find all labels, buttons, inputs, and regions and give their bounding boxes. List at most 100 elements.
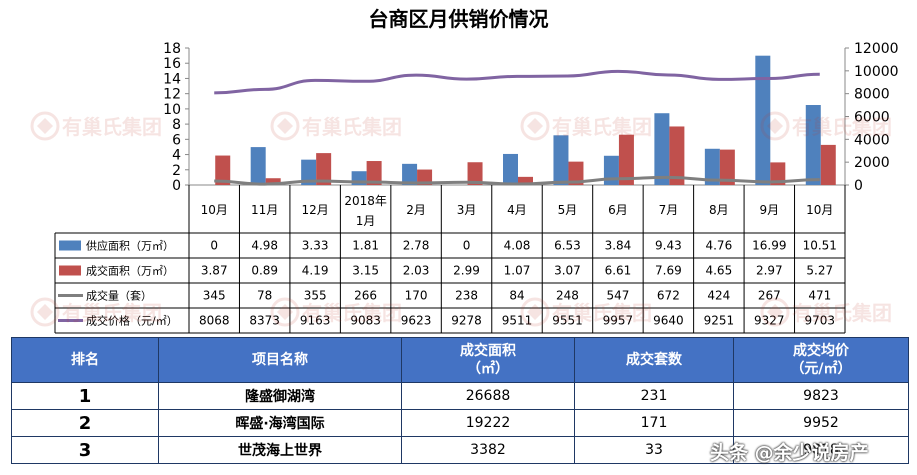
- watermark-logo-text: 有巢氏集团: [792, 115, 892, 139]
- watermark-logo-text: 有巢氏集团: [62, 115, 162, 139]
- y-left-tick-label: 4: [172, 148, 181, 164]
- y-right-tick-label: 6000: [854, 110, 890, 126]
- bar-deal-area: [417, 169, 433, 185]
- y-left-tick-label: 0: [172, 178, 181, 194]
- watermark-credit: 头条 @余少说房产: [710, 442, 869, 464]
- bar-deal-area: [568, 161, 584, 185]
- watermark-logo-text: 有巢氏集团: [302, 115, 402, 139]
- data-label: 9511: [502, 314, 533, 328]
- bar-supply-area: [503, 153, 518, 185]
- project-name-cell: 世茂海上世界: [158, 436, 402, 464]
- x-tick-label: 4月: [507, 203, 527, 217]
- y-right-tick-label: 0: [854, 178, 863, 194]
- watermark-ring: [520, 297, 550, 327]
- y-left-tick-label: 18: [163, 41, 181, 57]
- table-row: 1 隆盛御湖湾 26688 231 9823: [11, 382, 909, 410]
- data-label: 4.98: [251, 239, 278, 253]
- data-label: 2.78: [403, 239, 430, 253]
- x-tick-label: 10月: [806, 203, 833, 217]
- y-left-tick-label: 6: [172, 132, 181, 148]
- watermark-ring: [270, 297, 300, 327]
- watermark-logo: 有巢氏集团: [520, 297, 652, 327]
- watermark-mark: [767, 118, 783, 134]
- x-tick-label: 6月: [608, 203, 628, 217]
- price-cell: 9818: [733, 436, 909, 464]
- data-label: 5.27: [806, 264, 833, 278]
- data-label: 672: [657, 289, 680, 303]
- table-row: 3 世茂海上世界 3382 33 9818: [11, 436, 909, 464]
- y-left-tick-label: 10: [163, 102, 181, 118]
- data-label: 3.84: [605, 239, 632, 253]
- chart-bars: [215, 55, 836, 185]
- watermark-mark: [37, 304, 53, 320]
- data-label: 0.89: [251, 264, 278, 278]
- bar-supply-area: [704, 148, 720, 185]
- y-right-tick-label: 2000: [854, 155, 890, 171]
- data-label: 4.08: [504, 239, 531, 253]
- price-cell: 9952: [733, 409, 909, 437]
- bar-deal-area: [366, 161, 382, 185]
- chart-lines: [214, 69, 820, 186]
- bar-supply-area: [250, 147, 266, 185]
- data-label: 6.53: [554, 239, 581, 253]
- data-label: 9163: [300, 314, 331, 328]
- bar-deal-area: [669, 126, 685, 185]
- bar-supply-area: [755, 55, 771, 185]
- units-cell: 171: [574, 409, 734, 437]
- x-tick-label: 3月: [457, 203, 477, 217]
- ranking-table: 排名 项目名称 成交面积 （㎡） 成交套数 成交均价 （元/㎡） 1 隆盛御湖湾…: [11, 337, 909, 464]
- rank-cell: 1: [11, 382, 159, 410]
- header-area: 成交面积 （㎡）: [401, 337, 575, 383]
- x-tick-label: 12月: [302, 203, 329, 217]
- table-row: 2 晖盛·海湾国际 19222 171 9952: [11, 409, 909, 437]
- watermark-mark: [527, 304, 543, 320]
- chart-title: 台商区月供销价情况: [368, 7, 549, 31]
- rank-cell: 3: [11, 436, 159, 464]
- bar-deal-area: [215, 155, 231, 185]
- data-label: 266: [354, 289, 377, 303]
- watermark-ring: [30, 111, 60, 141]
- data-label: 547: [606, 289, 629, 303]
- data-label: 3.87: [201, 264, 228, 278]
- data-label: 2.97: [756, 264, 783, 278]
- data-label: 238: [455, 289, 478, 303]
- watermark-logo: 有巢氏集团: [30, 297, 162, 327]
- bar-supply-area: [402, 163, 418, 185]
- x-tick-label: 1月: [356, 214, 376, 228]
- data-label: 248: [556, 289, 579, 303]
- legend-supply-area-swatch: [59, 240, 81, 251]
- data-label: 8373: [249, 314, 280, 328]
- watermark-ring: [760, 297, 790, 327]
- watermark-mark: [277, 118, 293, 134]
- watermark-mark: [527, 118, 543, 134]
- area-cell: 3382: [401, 436, 575, 464]
- header-rank: 排名: [11, 337, 159, 383]
- bar-deal-area: [618, 134, 634, 185]
- data-label: 4.19: [302, 264, 329, 278]
- legend-deal-price: 成交价格（元/㎡）: [86, 314, 178, 328]
- data-label: 8068: [199, 314, 230, 328]
- watermark-logo: 有巢氏集团: [270, 111, 402, 141]
- y-left-tick-label: 12: [163, 87, 181, 103]
- watermark-mark: [277, 304, 293, 320]
- chart-axes: 0246810121416180200040006000800010000120…: [163, 41, 898, 194]
- data-label: 16.99: [752, 239, 786, 253]
- watermark-logo: 有巢氏集团: [30, 111, 162, 141]
- data-label: 2.99: [453, 264, 480, 278]
- bar-deal-area: [518, 176, 533, 185]
- x-tick-label: 5月: [558, 203, 578, 217]
- data-label: 9083: [350, 314, 381, 328]
- y-right-tick-label: 10000: [854, 64, 899, 80]
- combo-chart: 0246810121416180200040006000800010000120…: [30, 41, 899, 334]
- y-left-tick-label: 16: [163, 56, 181, 72]
- bar-deal-area: [316, 153, 332, 185]
- watermark-logo-text: 有巢氏集团: [552, 301, 652, 325]
- bar-deal-area: [467, 162, 483, 185]
- y-left-tick-label: 8: [172, 117, 181, 133]
- x-tick-label: 2018年: [344, 194, 387, 208]
- watermark-mark: [767, 304, 783, 320]
- area-cell: 19222: [401, 409, 575, 437]
- bar-supply-area: [654, 113, 670, 185]
- data-label: 3.33: [302, 239, 329, 253]
